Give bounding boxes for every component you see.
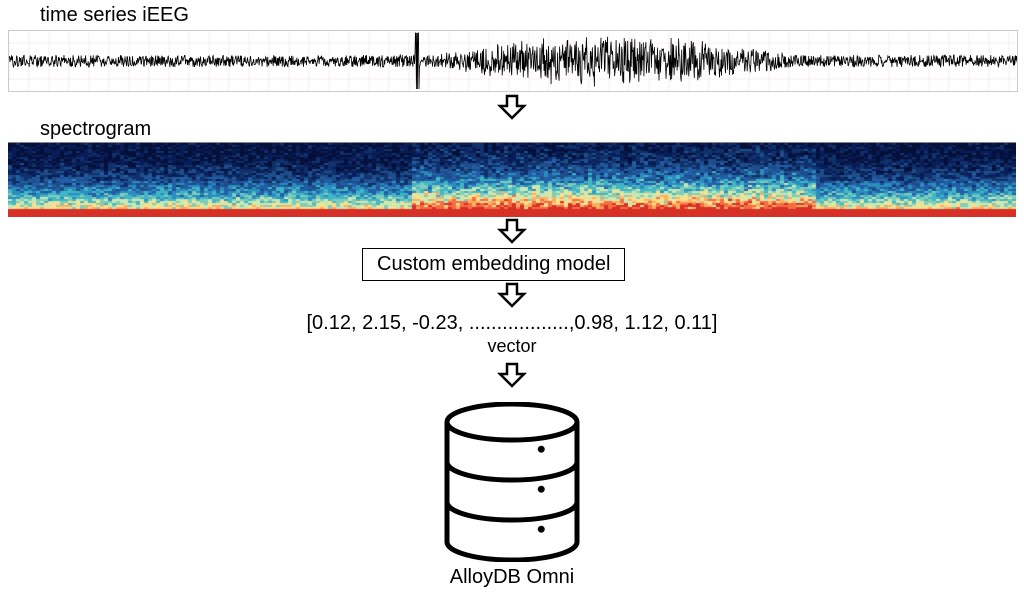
- arrow-down-icon: [497, 218, 527, 246]
- vector-text: [0.12, 2.15, -0.23, ..................,0…: [0, 312, 1024, 335]
- arrow-down-icon: [497, 362, 527, 390]
- spectrogram-plot: [8, 142, 1016, 217]
- arrow-down-icon: [497, 282, 527, 310]
- timeseries-label: time series iEEG: [40, 4, 189, 27]
- database-icon: AlloyDB Omni: [432, 402, 592, 589]
- database-label: AlloyDB Omni: [432, 566, 592, 589]
- timeseries-plot: [8, 30, 1018, 92]
- embedding-model-box: Custom embedding model: [362, 248, 625, 281]
- vector-sublabel: vector: [0, 336, 1024, 357]
- arrow-down-icon: [497, 94, 527, 122]
- spectrogram-label: spectrogram: [40, 118, 151, 141]
